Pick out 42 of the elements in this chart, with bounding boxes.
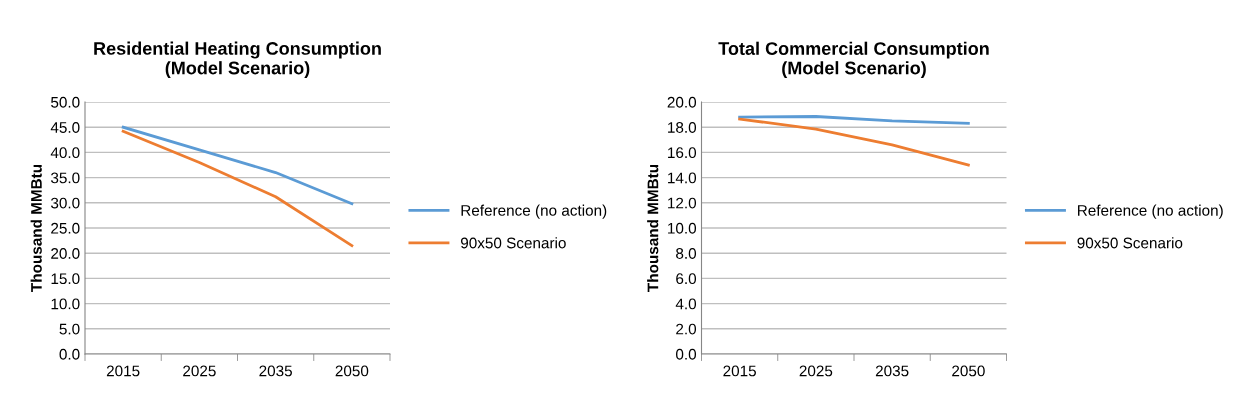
y-axis-title: Thousand MMBtu [30,164,42,292]
legend-label: Reference (no action) [461,204,607,219]
y-tick-label: 25.0 [51,222,80,234]
x-tick-label: 2015 [723,365,756,377]
legend-label: 90x50 Scenario [1077,237,1183,249]
x-tick-label: 2035 [875,365,909,377]
x-tick-label: 2025 [799,365,833,377]
x-tick-label: 2015 [106,365,140,377]
x-tick-label: 2050 [952,365,985,377]
y-tick-label: 16.0 [668,147,697,159]
legend-label: 90x50 Scenario [460,237,566,249]
y-tick-label: 45.0 [50,122,80,133]
y-tick-label: 40.0 [50,147,80,159]
y-axis-title: Thousand MMBtu [647,164,659,292]
legend-label: Reference (no action) [1078,204,1223,219]
y-tick-label: 14.0 [668,172,697,184]
line-series [738,117,970,167]
line-series [738,115,970,125]
line-series [121,129,354,248]
y-tick-label: 0.0 [59,348,80,360]
y-tick-label: 4.0 [675,298,697,310]
line-series [121,125,354,206]
y-tick-label: 2.0 [676,323,697,335]
y-tick-label: 50.0 [51,96,80,108]
y-tick-label: 5.0 [59,323,80,335]
chart-title: Total Commercial Consumption (Model Scenario) [718,41,989,78]
y-tick-label: 6.0 [676,273,697,285]
y-tick-label: 20.0 [667,96,697,108]
y-tick-label: 8.0 [676,248,697,259]
x-tick-label: 2025 [183,365,216,377]
y-tick-label: 12.0 [668,197,697,209]
x-tick-label: 2035 [259,365,292,377]
y-tick-label: 0.0 [676,348,697,360]
y-tick-label: 15.0 [51,273,80,285]
chart-title: Residential Heating Consumption (Model Scenario) [94,41,381,78]
y-tick-label: 30.0 [50,197,80,209]
y-tick-label: 35.0 [50,172,80,184]
y-tick-label: 20.0 [51,248,80,259]
y-tick-label: 10.0 [668,222,697,234]
x-tick-label: 2050 [335,365,369,377]
y-tick-label: 18.0 [668,122,697,133]
y-tick-label: 10.0 [51,298,80,310]
